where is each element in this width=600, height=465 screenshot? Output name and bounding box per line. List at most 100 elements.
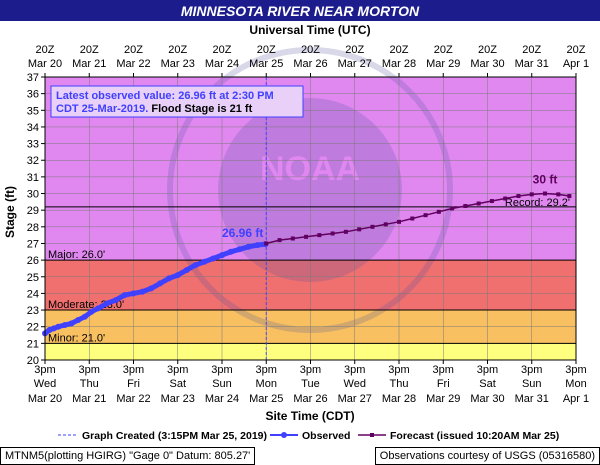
plot-border [44, 76, 577, 361]
observed-point [139, 288, 146, 295]
forecast-point [290, 236, 295, 241]
legend-observed-marker [281, 432, 287, 438]
observed-point [192, 262, 199, 269]
y-tick-label: 20 [27, 355, 39, 367]
x-top-tick-time: 20Z [434, 44, 453, 56]
x-tick-date: Mar 26 [293, 393, 327, 405]
x-top-tick-date: Mar 30 [470, 58, 504, 70]
forecast-point [450, 206, 455, 211]
observed-point [88, 308, 95, 315]
x-axis-title: Site Time (CDT) [265, 409, 354, 423]
x-tick-time: 3pm [477, 364, 498, 376]
x-axis-top-ticks: 20Z Mar 20 20Z Mar 21 20Z Mar 22 20Z Mar 23 20Z M… [28, 44, 589, 77]
observed-point [55, 323, 62, 330]
x-top-tick-time: 20Z [345, 44, 364, 56]
legend-forecast-label: Forecast (issued 10:20AM Mar 25) [390, 430, 559, 442]
series-forecast [264, 191, 572, 246]
x-tick-date: Mar 27 [338, 393, 372, 405]
x-tick-date: Mar 23 [161, 393, 195, 405]
x-tick-dow: Fri [127, 378, 140, 390]
forecast-point [489, 199, 494, 204]
x-tick-date: Mar 25 [249, 393, 283, 405]
x-tick-time: 3pm [344, 364, 365, 376]
y-tick-label: 35 [27, 105, 39, 117]
forecast-point [343, 229, 348, 234]
x-tick-time: 3pm [34, 364, 55, 376]
flood-stage-text: Flood Stage is 21 ft [148, 103, 252, 115]
observed-point [112, 297, 119, 304]
forecast-point [410, 216, 415, 221]
observed-point [121, 292, 128, 299]
chart-title: MINNESOTA RIVER NEAR MORTON [181, 3, 420, 19]
x-top-tick-date: Mar 29 [426, 58, 460, 70]
x-top-tick-date: Mar 27 [338, 58, 372, 70]
y-tick-label: 21 [27, 338, 39, 350]
x-top-tick-time: 20Z [390, 44, 409, 56]
x-top-tick-date: Mar 21 [72, 58, 106, 70]
y-tick-label: 23 [27, 305, 39, 317]
x-tick-dow: Fri [437, 378, 450, 390]
x-tick-time: 3pm [167, 364, 188, 376]
x-tick-time: 3pm [256, 364, 277, 376]
x-tick-date: Mar 21 [72, 393, 106, 405]
x-top-tick-time: 20Z [522, 44, 541, 56]
observed-point [210, 255, 217, 262]
x-tick-dow: Sat [479, 378, 496, 390]
stage-label-major: Major: 26.0' [48, 249, 105, 261]
x-top-tick-time: 20Z [124, 44, 143, 56]
noaa-seal-lettering: NOAA [260, 150, 360, 188]
forecast-point [567, 194, 572, 199]
legend: Graph Created (3:15PM Mar 25, 2019) Obse… [58, 430, 559, 442]
top-axis-label: Universal Time (UTC) [249, 23, 370, 37]
x-top-tick-time: 20Z [478, 44, 497, 56]
x-tick-dow: Tue [301, 378, 320, 390]
forecast-point [516, 194, 521, 199]
x-top-tick-time: 20Z [213, 44, 232, 56]
observed-point [174, 272, 181, 279]
observed-point [103, 300, 110, 307]
forecast-point [357, 227, 362, 232]
latest-observed-box-bg [50, 85, 304, 118]
y-tick-label: 28 [27, 222, 39, 234]
x-tick-time: 3pm [433, 364, 454, 376]
forecast-point [277, 238, 282, 243]
data-labels: 26.96 ft 30 ft [222, 173, 557, 241]
observed-point [227, 248, 234, 255]
x-top-tick-date: Mar 31 [515, 58, 549, 70]
x-top-tick-date: Apr 1 [563, 58, 589, 70]
forecast-point [330, 231, 335, 236]
y-tick-label: 26 [27, 255, 39, 267]
observed-point [81, 313, 88, 320]
datum-footer: MTNM5(plotting HGIRG) "Gage 0" Datum: 80… [0, 447, 256, 465]
x-tick-date: Mar 31 [515, 393, 549, 405]
forecast-point [476, 201, 481, 206]
x-tick-dow: Mon [565, 378, 586, 390]
forecast-point [317, 233, 322, 238]
noaa-seal-outer [167, 47, 453, 333]
y-tick-label: 24 [27, 288, 39, 300]
x-tick-dow: Mon [256, 378, 277, 390]
x-top-tick-date: Mar 24 [205, 58, 239, 70]
latest-observed-line2: CDT 25-Mar-2019. Flood Stage is 21 ft [56, 103, 253, 115]
observed-point [254, 242, 261, 249]
forecast-point [423, 213, 428, 218]
legend-graph-created-label: Graph Created (3:15PM Mar 25, 2019) [82, 430, 267, 442]
x-tick-date: Apr 1 [563, 393, 589, 405]
x-top-tick-date: Mar 22 [116, 58, 150, 70]
forecast-point [436, 209, 441, 214]
observed-point [201, 258, 208, 265]
x-tick-time: 3pm [123, 364, 144, 376]
x-tick-time: 3pm [521, 364, 542, 376]
x-tick-time: 3pm [300, 364, 321, 376]
y-tick-label: 22 [27, 322, 39, 334]
forecast-point [264, 241, 269, 246]
observed-value-label: 26.96 ft [222, 226, 263, 240]
y-axis-title: Stage (ft) [3, 186, 17, 238]
x-tick-date: Mar 24 [205, 393, 239, 405]
y-tick-label: 37 [27, 72, 39, 84]
x-tick-time: 3pm [565, 364, 586, 376]
x-top-tick-date: Mar 20 [28, 58, 62, 70]
y-tick-label: 25 [27, 272, 39, 284]
observed-point [130, 290, 137, 297]
x-top-tick-date: Mar 23 [161, 58, 195, 70]
